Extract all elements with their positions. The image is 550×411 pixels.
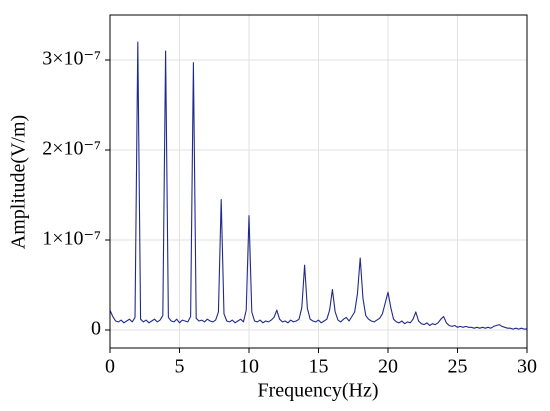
y-axis-label: Amplitude(V/m) bbox=[8, 115, 30, 249]
x-tick-label: 25 bbox=[448, 356, 468, 378]
y-tick-label: 0 bbox=[91, 318, 101, 340]
x-axis-label: Frequency(Hz) bbox=[257, 380, 378, 402]
x-tick-label: 10 bbox=[239, 356, 259, 378]
y-tick-label: 1×10⁻⁷ bbox=[42, 228, 101, 250]
plot-frame bbox=[109, 14, 528, 349]
x-tick-label: 15 bbox=[309, 356, 329, 378]
x-tick-label: 30 bbox=[517, 356, 537, 378]
x-tick-label: 0 bbox=[105, 356, 115, 378]
spectrum-line bbox=[109, 41, 527, 330]
x-tick-label: 5 bbox=[175, 356, 185, 378]
x-tick-label: 20 bbox=[378, 356, 398, 378]
y-tick-label: 2×10⁻⁷ bbox=[42, 138, 101, 160]
y-tick-label: 3×10⁻⁷ bbox=[42, 48, 101, 70]
